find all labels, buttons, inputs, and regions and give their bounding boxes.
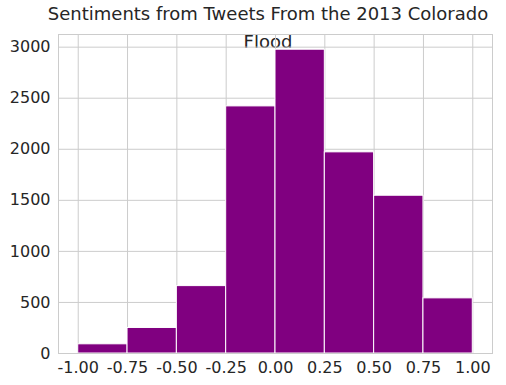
svg-text:0.50: 0.50: [356, 358, 392, 377]
svg-text:1.00: 1.00: [455, 358, 491, 377]
svg-text:-1.00: -1.00: [58, 358, 99, 377]
svg-text:0.00: 0.00: [258, 358, 294, 377]
svg-text:500: 500: [20, 293, 51, 312]
svg-text:2000: 2000: [10, 139, 51, 158]
svg-text:2500: 2500: [10, 88, 51, 107]
svg-text:1000: 1000: [10, 242, 51, 261]
svg-text:1500: 1500: [10, 190, 51, 209]
svg-text:0.25: 0.25: [307, 358, 343, 377]
svg-text:0: 0: [40, 344, 50, 363]
svg-text:-0.25: -0.25: [205, 358, 246, 377]
svg-text:-0.50: -0.50: [156, 358, 197, 377]
svg-text:3000: 3000: [10, 37, 51, 56]
svg-text:0.75: 0.75: [406, 358, 442, 377]
svg-text:-0.75: -0.75: [107, 358, 148, 377]
html-text:Sentiments from Tweets From th: Sentiments from Tweets From the 2013 Col…: [47, 3, 489, 52]
